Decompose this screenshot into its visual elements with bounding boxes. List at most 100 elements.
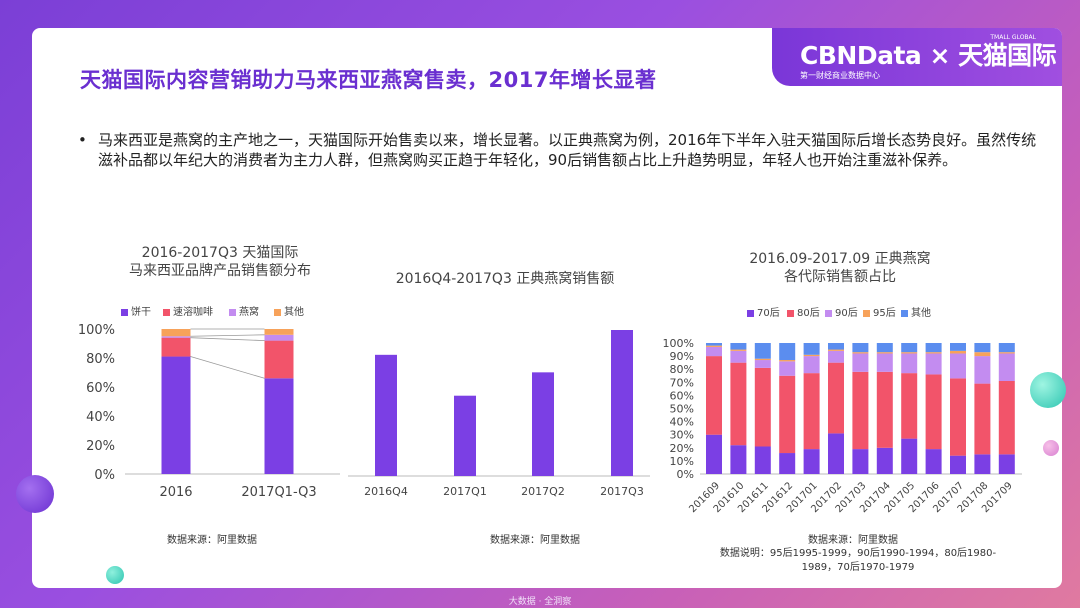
legend-label: 90后 [835, 308, 858, 319]
y-tick-label: 90% [670, 350, 694, 363]
bar-segment [828, 343, 844, 350]
y-tick-label: 80% [86, 352, 115, 367]
legend-label: 70后 [757, 308, 780, 319]
connector-line [190, 356, 265, 379]
deco-circle-teal-right [1030, 372, 1066, 408]
bar-segment [950, 350, 966, 354]
bar-segment [974, 343, 991, 353]
bar-segment [779, 453, 796, 474]
bar-segment [925, 353, 942, 375]
bar-segment [950, 353, 966, 379]
bar-segment [876, 371, 893, 448]
bar-segment [264, 334, 294, 341]
chart3-source: 数据来源：阿里数据 [808, 535, 898, 546]
bar-segment [974, 352, 991, 357]
y-tick-label: 100% [663, 337, 694, 350]
bar-segment [876, 353, 893, 372]
page-title: 天猫国际内容营销助力马来西亚燕窝售卖，2017年增长显著 [80, 68, 657, 92]
bar [532, 372, 554, 476]
bar-segment [998, 343, 1015, 353]
legend-swatch [787, 309, 794, 317]
y-tick-label: 30% [670, 429, 694, 442]
chart-title-line: 马来西亚品牌产品销售额分布 [129, 263, 311, 279]
bar-segment [901, 352, 918, 354]
bar-segment [950, 455, 966, 474]
bar-segment [852, 449, 869, 474]
legend-label: 其他 [284, 307, 304, 318]
chart3-title: 2016.09-2017.09 正典燕窝 各代际销售额占比 [710, 250, 970, 286]
chart-title-line: 各代际销售额占比 [784, 269, 896, 285]
bar [611, 330, 633, 476]
y-tick-label: 0% [677, 468, 694, 481]
bar-segment [950, 343, 966, 351]
bar-segment [803, 373, 820, 450]
summary-text: 马来西亚是燕窝的主产地之一，天猫国际开始售卖以来，增长显著。以正典燕窝为例，20… [98, 131, 1037, 169]
bar-segment [161, 329, 191, 337]
bar-segment [901, 373, 918, 439]
bar-segment [754, 343, 771, 359]
deco-circle-teal [106, 566, 124, 584]
bar-segment [706, 345, 722, 347]
legend-item: 其他 [274, 303, 304, 318]
legend-label: 其他 [911, 308, 931, 319]
x-tick-label: 2016 [159, 485, 192, 500]
bar-segment [828, 362, 844, 434]
legend-item: 70后 [747, 304, 780, 319]
bar-segment [998, 352, 1015, 354]
bar [454, 395, 476, 476]
y-tick-label: 80% [670, 363, 694, 376]
legend-label: 80后 [797, 308, 820, 319]
bar-segment [754, 446, 771, 474]
bullet-dot: • [78, 131, 87, 149]
bar-segment [925, 343, 942, 353]
deco-circle-pink [1043, 440, 1059, 456]
bar-segment [161, 337, 191, 357]
legend-swatch [863, 309, 870, 317]
chart1-source: 数据来源：阿里数据 [167, 535, 257, 546]
legend-swatch [747, 309, 754, 317]
bar-segment [264, 329, 294, 335]
bar-segment [779, 375, 796, 454]
legend-swatch [825, 309, 832, 317]
legend-item: 速溶咖啡 [163, 303, 213, 318]
bar-segment [876, 343, 893, 353]
bar-segment [901, 353, 918, 374]
bar-segment [901, 438, 918, 474]
bar-segment [730, 349, 747, 351]
bar-segment [828, 350, 844, 363]
legend-swatch [274, 308, 281, 316]
bar-segment [264, 378, 294, 474]
bar-segment [974, 383, 991, 455]
bar-segment [876, 447, 893, 474]
bar-segment [730, 362, 747, 446]
footer-text: 大数据 · 全洞察 [508, 597, 572, 607]
connector-line [190, 337, 265, 341]
y-tick-label: 40% [670, 416, 694, 429]
chart2-title: 2016Q4-2017Q3 正典燕窝销售额 [395, 271, 615, 287]
logo-sub-text: 第一财经商业数据中心 [800, 71, 880, 80]
bar-segment [161, 356, 191, 474]
legend-swatch [121, 308, 128, 316]
legend-label: 95后 [873, 308, 896, 319]
bar-segment [974, 454, 991, 474]
y-tick-label: 20% [670, 442, 694, 455]
legend-item: 燕窝 [229, 303, 259, 318]
bar-segment [876, 352, 893, 354]
bar-segment [998, 353, 1015, 381]
bar-segment [828, 433, 844, 474]
y-tick-label: 100% [78, 323, 115, 338]
legend-item: 饼干 [121, 303, 151, 318]
bar-segment [754, 360, 771, 368]
legend-swatch [229, 308, 236, 316]
bar-segment [925, 352, 942, 354]
y-tick-label: 40% [86, 410, 115, 425]
x-tick-label: 2017Q2 [521, 485, 565, 498]
bar-segment [925, 374, 942, 450]
y-tick-label: 70% [670, 376, 694, 389]
legend-item: 其他 [901, 304, 931, 319]
y-tick-label: 60% [86, 381, 115, 396]
bar-segment [706, 346, 722, 357]
bar-segment [950, 378, 966, 456]
bar-segment [264, 340, 294, 379]
